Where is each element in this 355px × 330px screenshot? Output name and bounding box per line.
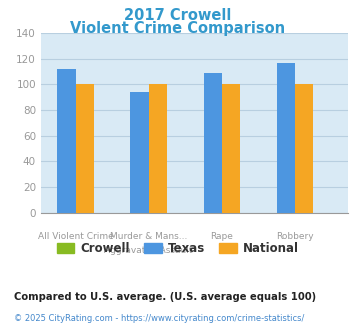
Text: 2017 Crowell: 2017 Crowell xyxy=(124,8,231,23)
Text: Murder & Mans...: Murder & Mans... xyxy=(110,232,187,241)
Text: © 2025 CityRating.com - https://www.cityrating.com/crime-statistics/: © 2025 CityRating.com - https://www.city… xyxy=(14,314,305,323)
Text: Rape: Rape xyxy=(211,232,233,241)
Text: Compared to U.S. average. (U.S. average equals 100): Compared to U.S. average. (U.S. average … xyxy=(14,292,316,302)
Bar xyxy=(222,84,240,213)
Bar xyxy=(203,73,222,213)
Bar xyxy=(295,84,313,213)
Text: All Violent Crime: All Violent Crime xyxy=(38,232,114,241)
Bar xyxy=(57,69,76,213)
Text: Aggravated Assault: Aggravated Assault xyxy=(104,246,193,255)
Legend: Crowell, Texas, National: Crowell, Texas, National xyxy=(52,237,303,260)
Bar xyxy=(149,84,167,213)
Bar xyxy=(130,92,149,213)
Bar xyxy=(76,84,94,213)
Bar xyxy=(277,63,295,213)
Text: Robbery: Robbery xyxy=(276,232,314,241)
Text: Violent Crime Comparison: Violent Crime Comparison xyxy=(70,21,285,36)
